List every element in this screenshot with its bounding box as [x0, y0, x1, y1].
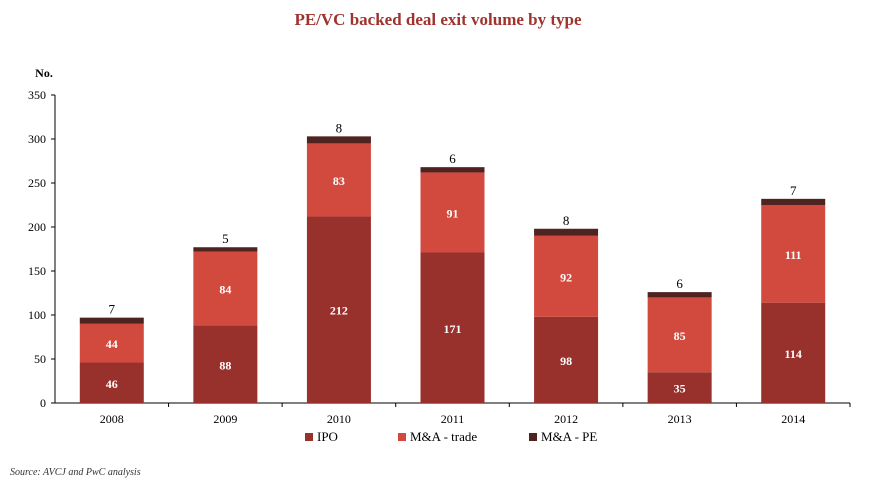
data-label: 111: [785, 248, 802, 262]
data-label: 44: [106, 337, 118, 351]
chart-title: PE/VC backed deal exit volume by type: [294, 10, 582, 29]
bar-segment: [761, 302, 826, 403]
bar-segment: [79, 317, 144, 324]
data-label: 92: [560, 270, 572, 284]
y-tick-label: 150: [28, 264, 46, 278]
data-label: 6: [449, 151, 456, 166]
data-label: 7: [790, 183, 797, 198]
source-note: Source: AVCJ and PwC analysis: [10, 467, 141, 478]
bar-segment: [647, 372, 712, 403]
x-tick-label: 2014: [781, 412, 805, 426]
bar-segment: [534, 316, 599, 403]
x-tick-label: 2010: [327, 412, 351, 426]
bar-segment: [647, 292, 712, 298]
data-label: 8: [336, 120, 343, 135]
data-label: 98: [560, 354, 572, 368]
bar-segment: [420, 252, 485, 403]
y-tick-label: 0: [40, 396, 46, 410]
data-label: 6: [676, 276, 683, 291]
bar-segment: [420, 172, 485, 253]
bar-segment: [306, 136, 371, 144]
data-label: 35: [674, 382, 686, 396]
y-tick-label: 200: [28, 220, 46, 234]
data-label: 171: [444, 322, 462, 336]
bar-segment: [79, 323, 144, 363]
bar-segment: [761, 205, 826, 303]
y-tick-label: 250: [28, 176, 46, 190]
legend-label: M&A - PE: [541, 429, 597, 444]
x-tick-label: 2009: [213, 412, 237, 426]
bar-segment: [534, 228, 599, 236]
legend-swatch: [529, 433, 537, 441]
bar-segment: [193, 247, 258, 252]
data-label: 88: [219, 358, 231, 372]
data-label: 5: [222, 231, 229, 246]
data-label: 212: [330, 304, 348, 318]
bar-segment: [306, 216, 371, 403]
data-label: 91: [447, 206, 459, 220]
data-label: 83: [333, 174, 345, 188]
x-tick-label: 2008: [100, 412, 124, 426]
bar-segment: [79, 362, 144, 403]
data-label: 114: [785, 347, 802, 361]
data-label: 7: [109, 302, 116, 317]
legend-swatch: [398, 433, 406, 441]
bar-segment: [761, 198, 826, 205]
y-tick-label: 100: [28, 308, 46, 322]
bar-segment: [193, 251, 258, 326]
x-tick-label: 2011: [441, 412, 465, 426]
data-label: 85: [674, 329, 686, 343]
y-tick-label: 50: [34, 352, 46, 366]
legend-swatch: [305, 433, 313, 441]
data-label: 8: [563, 213, 570, 228]
legend-label: M&A - trade: [410, 429, 477, 444]
x-tick-label: 2012: [554, 412, 578, 426]
y-tick-label: 300: [28, 132, 46, 146]
bar-segment: [647, 297, 712, 373]
x-tick-label: 2013: [668, 412, 692, 426]
bar-segment: [193, 325, 258, 403]
bar-segment: [534, 235, 599, 317]
legend-label: IPO: [317, 429, 338, 444]
bar-segment: [420, 167, 485, 173]
bar-segment: [306, 143, 371, 217]
stacked-bar-chart: No.0501001502002503003504644720088884520…: [28, 66, 851, 444]
y-tick-label: 350: [28, 88, 46, 102]
y-axis-label: No.: [35, 66, 53, 80]
data-label: 46: [106, 377, 118, 391]
data-label: 84: [219, 283, 231, 297]
